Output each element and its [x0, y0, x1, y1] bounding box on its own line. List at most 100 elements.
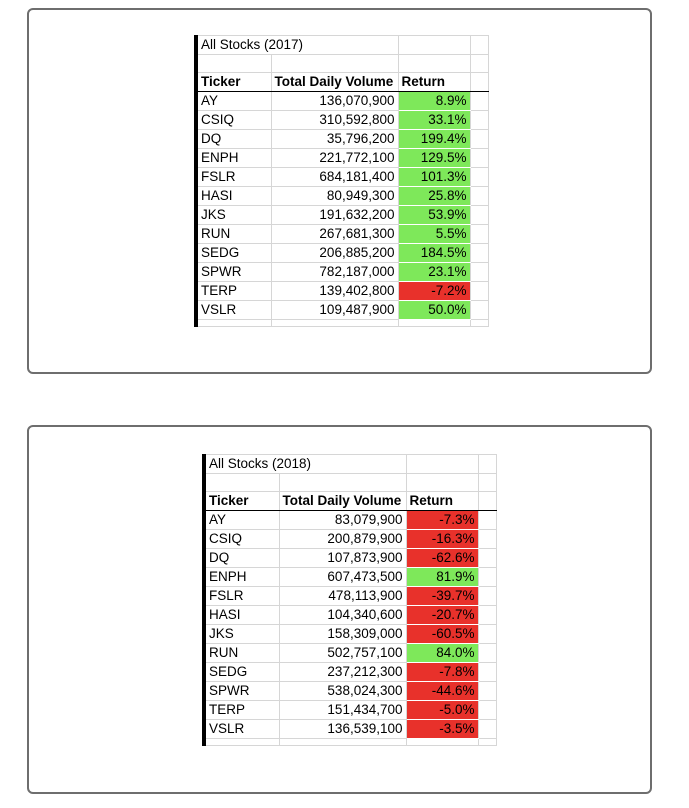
- return-cell[interactable]: 53.9%: [398, 205, 471, 225]
- return-cell[interactable]: 23.1%: [398, 262, 471, 282]
- volume-cell[interactable]: 83,079,900: [279, 510, 407, 530]
- empty-cell[interactable]: [202, 473, 280, 492]
- sheet-title-cell[interactable]: All Stocks (2018): [202, 454, 407, 474]
- empty-cell[interactable]: [279, 738, 407, 746]
- ticker-cell[interactable]: DQ: [194, 129, 272, 149]
- return-cell[interactable]: 33.1%: [398, 110, 471, 130]
- volume-cell[interactable]: 104,340,600: [279, 605, 407, 625]
- ticker-cell[interactable]: CSIQ: [194, 110, 272, 130]
- ticker-cell[interactable]: AY: [194, 91, 272, 111]
- ticker-cell[interactable]: JKS: [202, 624, 280, 644]
- empty-cell[interactable]: [194, 319, 272, 327]
- volume-cell[interactable]: 191,632,200: [271, 205, 399, 225]
- volume-cell[interactable]: 200,879,900: [279, 529, 407, 549]
- empty-cell[interactable]: [470, 110, 489, 130]
- return-cell[interactable]: 50.0%: [398, 300, 471, 320]
- empty-cell[interactable]: [478, 567, 497, 587]
- ticker-cell[interactable]: SEDG: [194, 243, 272, 263]
- volume-cell[interactable]: 206,885,200: [271, 243, 399, 263]
- return-cell[interactable]: 129.5%: [398, 148, 471, 168]
- empty-cell[interactable]: [478, 719, 497, 739]
- empty-cell[interactable]: [406, 473, 479, 492]
- return-cell[interactable]: 5.5%: [398, 224, 471, 244]
- empty-cell[interactable]: [478, 454, 497, 474]
- ticker-cell[interactable]: AY: [202, 510, 280, 530]
- ticker-cell[interactable]: JKS: [194, 205, 272, 225]
- ticker-cell[interactable]: VSLR: [202, 719, 280, 739]
- volume-cell[interactable]: 35,796,200: [271, 129, 399, 149]
- ticker-cell[interactable]: FSLR: [194, 167, 272, 187]
- volume-cell[interactable]: 158,309,000: [279, 624, 407, 644]
- empty-cell[interactable]: [470, 205, 489, 225]
- volume-cell[interactable]: 538,024,300: [279, 681, 407, 701]
- header-return-cell[interactable]: Return: [398, 72, 471, 92]
- empty-cell[interactable]: [478, 548, 497, 568]
- volume-cell[interactable]: 151,434,700: [279, 700, 407, 720]
- return-cell[interactable]: -5.0%: [406, 700, 479, 720]
- return-cell[interactable]: 25.8%: [398, 186, 471, 206]
- return-cell[interactable]: -7.8%: [406, 662, 479, 682]
- empty-cell[interactable]: [406, 738, 479, 746]
- ticker-cell[interactable]: HASI: [202, 605, 280, 625]
- volume-cell[interactable]: 109,487,900: [271, 300, 399, 320]
- volume-cell[interactable]: 478,113,900: [279, 586, 407, 606]
- empty-cell[interactable]: [478, 681, 497, 701]
- return-cell[interactable]: 199.4%: [398, 129, 471, 149]
- return-cell[interactable]: -44.6%: [406, 681, 479, 701]
- ticker-cell[interactable]: SEDG: [202, 662, 280, 682]
- volume-cell[interactable]: 136,070,900: [271, 91, 399, 111]
- empty-cell[interactable]: [478, 738, 497, 746]
- return-cell[interactable]: -62.6%: [406, 548, 479, 568]
- ticker-cell[interactable]: SPWR: [202, 681, 280, 701]
- sheet-title-cell[interactable]: All Stocks (2017): [194, 35, 399, 55]
- ticker-cell[interactable]: FSLR: [202, 586, 280, 606]
- ticker-cell[interactable]: RUN: [202, 643, 280, 663]
- empty-cell[interactable]: [406, 454, 479, 474]
- empty-cell[interactable]: [271, 54, 399, 73]
- ticker-cell[interactable]: TERP: [202, 700, 280, 720]
- volume-cell[interactable]: 80,949,300: [271, 186, 399, 206]
- header-return-cell[interactable]: Return: [406, 491, 479, 511]
- empty-cell[interactable]: [279, 473, 407, 492]
- volume-cell[interactable]: 136,539,100: [279, 719, 407, 739]
- volume-cell[interactable]: 782,187,000: [271, 262, 399, 282]
- empty-cell[interactable]: [478, 491, 497, 511]
- return-cell[interactable]: 184.5%: [398, 243, 471, 263]
- header-volume-cell[interactable]: Total Daily Volume: [279, 491, 407, 511]
- empty-cell[interactable]: [470, 319, 489, 327]
- empty-cell[interactable]: [478, 473, 497, 492]
- empty-cell[interactable]: [398, 54, 471, 73]
- ticker-cell[interactable]: TERP: [194, 281, 272, 301]
- empty-cell[interactable]: [478, 510, 497, 530]
- ticker-cell[interactable]: HASI: [194, 186, 272, 206]
- volume-cell[interactable]: 684,181,400: [271, 167, 399, 187]
- ticker-cell[interactable]: SPWR: [194, 262, 272, 282]
- empty-cell[interactable]: [398, 319, 471, 327]
- return-cell[interactable]: -3.5%: [406, 719, 479, 739]
- empty-cell[interactable]: [470, 167, 489, 187]
- ticker-cell[interactable]: CSIQ: [202, 529, 280, 549]
- volume-cell[interactable]: 237,212,300: [279, 662, 407, 682]
- empty-cell[interactable]: [478, 624, 497, 644]
- header-ticker-cell[interactable]: Ticker: [202, 491, 280, 511]
- ticker-cell[interactable]: VSLR: [194, 300, 272, 320]
- return-cell[interactable]: -60.5%: [406, 624, 479, 644]
- empty-cell[interactable]: [470, 300, 489, 320]
- volume-cell[interactable]: 502,757,100: [279, 643, 407, 663]
- return-cell[interactable]: -39.7%: [406, 586, 479, 606]
- return-cell[interactable]: -16.3%: [406, 529, 479, 549]
- volume-cell[interactable]: 607,473,500: [279, 567, 407, 587]
- empty-cell[interactable]: [470, 243, 489, 263]
- ticker-cell[interactable]: DQ: [202, 548, 280, 568]
- empty-cell[interactable]: [470, 91, 489, 111]
- empty-cell[interactable]: [478, 605, 497, 625]
- empty-cell[interactable]: [202, 738, 280, 746]
- empty-cell[interactable]: [470, 262, 489, 282]
- return-cell[interactable]: 84.0%: [406, 643, 479, 663]
- empty-cell[interactable]: [470, 129, 489, 149]
- return-cell[interactable]: 81.9%: [406, 567, 479, 587]
- empty-cell[interactable]: [478, 586, 497, 606]
- volume-cell[interactable]: 310,592,800: [271, 110, 399, 130]
- empty-cell[interactable]: [478, 529, 497, 549]
- header-ticker-cell[interactable]: Ticker: [194, 72, 272, 92]
